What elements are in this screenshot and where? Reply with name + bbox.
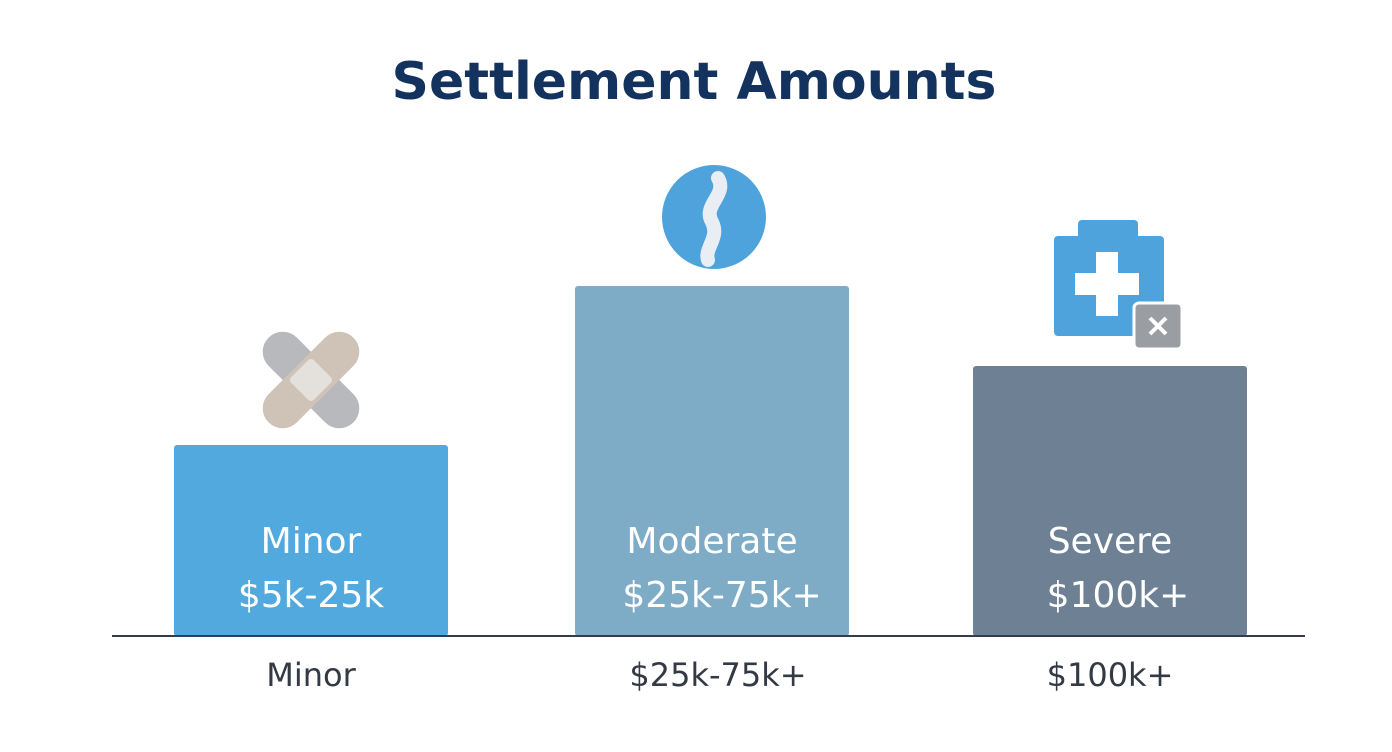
bar-name: Moderate <box>626 521 797 562</box>
title: Settlement Amounts <box>392 52 997 112</box>
bar-name: Minor <box>261 521 362 562</box>
caption: Minor <box>266 656 356 694</box>
bar-range: $100k+ <box>1047 575 1190 616</box>
bar-minor <box>174 445 448 636</box>
bar-range: $5k-25k <box>238 575 384 616</box>
bar-moderate <box>575 286 849 636</box>
medical-kit-icon <box>1054 220 1184 351</box>
caption: $25k-75k+ <box>629 656 806 694</box>
caption: $100k+ <box>1047 656 1174 694</box>
bar-name: Severe <box>1048 521 1173 562</box>
bar-range: $25k-75k+ <box>622 575 821 616</box>
bandage-icon <box>262 331 360 429</box>
bar-severe <box>973 366 1247 636</box>
spine-icon <box>662 165 766 269</box>
